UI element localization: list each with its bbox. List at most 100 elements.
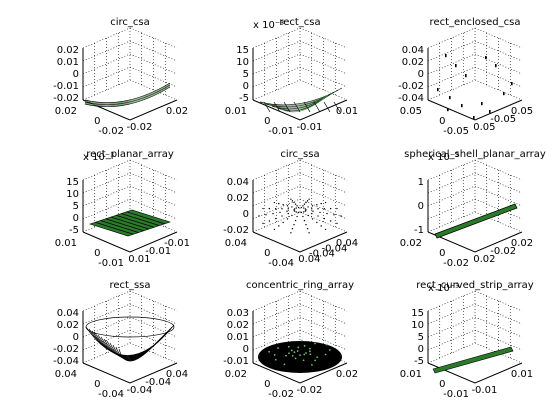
y-tick-label: -0.05 xyxy=(443,126,469,137)
grid-line xyxy=(427,40,476,62)
z-tick-label: -5 xyxy=(414,356,424,367)
data-point xyxy=(303,344,306,347)
data-point xyxy=(309,347,311,350)
data-point xyxy=(296,205,298,207)
data-point xyxy=(311,208,313,210)
surface xyxy=(434,203,518,239)
data-point xyxy=(485,56,487,60)
base-front-edges xyxy=(252,99,348,121)
data-point xyxy=(302,215,304,218)
data-point xyxy=(272,212,274,215)
data-point xyxy=(319,211,321,214)
z-tick-label: 0.02 xyxy=(227,193,249,204)
data-point xyxy=(265,214,267,216)
data-point xyxy=(303,353,306,356)
x-tick-label: 0.04 xyxy=(336,238,358,249)
z-tick-label: 0.02 xyxy=(402,57,424,68)
box-back-edges xyxy=(427,159,523,233)
base-front-edges xyxy=(252,362,348,384)
x-tick-label: -0.04 xyxy=(145,377,171,388)
box-back-edges xyxy=(252,27,348,101)
y-tick-label: -0.02 xyxy=(268,389,294,400)
base-front-edges xyxy=(82,231,178,253)
grid-line xyxy=(252,53,301,75)
z-tick-label: 15 xyxy=(236,45,249,56)
z-tick-label: -0.04 xyxy=(398,93,424,104)
chart-title: concentric_ring_array xyxy=(246,280,354,291)
z-tick-label: 0.03 xyxy=(227,308,249,319)
data-point xyxy=(324,353,327,356)
data-point xyxy=(291,354,294,357)
y-tick-label: 0 xyxy=(94,379,100,390)
data-point xyxy=(303,203,306,205)
data-point xyxy=(296,350,299,352)
grid-line xyxy=(129,303,178,325)
data-point xyxy=(311,363,313,366)
z-tick-label: 0 xyxy=(73,213,79,224)
x-tick-label: 0.01 xyxy=(128,254,150,265)
grid-line xyxy=(129,198,178,220)
grid-line xyxy=(252,66,301,88)
data-point xyxy=(290,349,293,352)
data-point xyxy=(262,222,264,225)
data-point xyxy=(277,347,279,350)
y-tick-label: -0.01 xyxy=(98,258,124,269)
data-point xyxy=(293,209,295,211)
surface-line xyxy=(84,83,171,105)
grid-line xyxy=(474,329,523,351)
z-tick-label: 5 xyxy=(418,332,424,343)
grid-line xyxy=(427,66,476,88)
data-point xyxy=(268,207,271,210)
grid-line xyxy=(299,66,348,88)
z-tick-label: -0.02 xyxy=(398,81,424,92)
x-tick-label: -0.04 xyxy=(126,385,152,396)
y-tick-label: -0.04 xyxy=(98,389,124,400)
y-tick-label: -0.01 xyxy=(443,389,469,400)
surface xyxy=(85,316,175,362)
surface xyxy=(432,346,514,374)
data-point xyxy=(336,207,338,210)
data-point xyxy=(283,363,286,366)
data-point xyxy=(307,214,309,217)
data-point xyxy=(297,206,300,209)
z-tick-label: 0.04 xyxy=(57,308,79,319)
x-tick-label: 0.05 xyxy=(511,106,533,117)
data-point xyxy=(311,218,314,220)
grid-line xyxy=(82,303,131,325)
data-point xyxy=(305,352,307,354)
z-tick-label: 0 xyxy=(73,332,79,343)
data-point xyxy=(306,228,309,230)
grid-line xyxy=(474,40,523,62)
data-point xyxy=(273,228,276,231)
data-point xyxy=(273,354,276,356)
grid-line xyxy=(82,185,131,207)
grid-line xyxy=(82,40,131,62)
z-tick-label: 0 xyxy=(73,69,79,80)
exponent-label: x 10⁻³ xyxy=(253,20,284,31)
data-point xyxy=(303,219,306,222)
data-point xyxy=(291,214,293,217)
base-front-edges xyxy=(427,99,523,121)
strip-fill xyxy=(432,346,514,374)
surface-line xyxy=(121,213,160,226)
surface-line xyxy=(313,101,321,113)
exponent-label: x 10⁻³ xyxy=(428,283,459,294)
grid-line xyxy=(299,329,348,351)
surface-line xyxy=(126,211,165,225)
data-point xyxy=(293,223,295,226)
data-point xyxy=(282,204,284,206)
y-tick-label: 0 xyxy=(94,116,100,127)
grid-line xyxy=(129,316,178,338)
y-tick-label: 0.01 xyxy=(225,106,247,117)
y-tick-label: 0 xyxy=(264,379,270,390)
data-point xyxy=(316,204,318,206)
surface-line xyxy=(100,220,139,233)
chart-title: rect_ssa xyxy=(109,280,150,291)
grid-line xyxy=(427,185,476,207)
data-point xyxy=(340,215,342,217)
chart-title: rect_enclosed_csa xyxy=(430,17,521,28)
data-point xyxy=(286,218,289,220)
data-point xyxy=(293,201,295,204)
z-tick-label: -0.02 xyxy=(223,225,249,236)
